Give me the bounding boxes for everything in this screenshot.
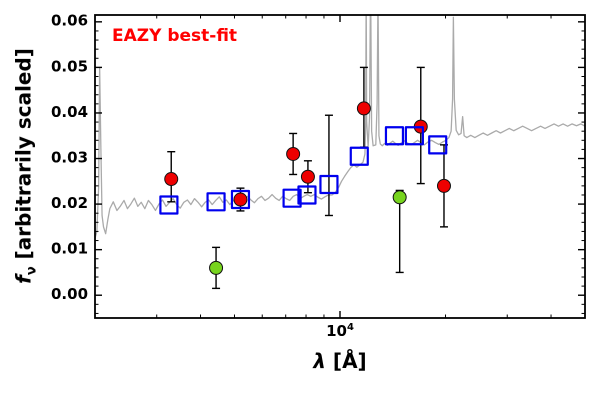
best-fit-label-text: EAZY best-fit bbox=[112, 26, 238, 46]
best-fit-label: EAZY best-fit bbox=[112, 28, 237, 45]
flux-symbol: f bbox=[11, 275, 36, 284]
y-axis-label: fν [arbitrarily scaled] bbox=[11, 48, 40, 284]
xtick-base: 10 bbox=[326, 322, 347, 340]
flux-subscript: ν bbox=[24, 266, 40, 276]
x-axis-tick-label: 104 bbox=[326, 323, 354, 339]
y-axis-unit: [arbitrarily scaled] bbox=[11, 48, 36, 267]
x-axis-label: λ [Å] bbox=[313, 351, 366, 371]
lambda-symbol: λ bbox=[313, 349, 326, 373]
x-axis-unit: [Å] bbox=[325, 349, 367, 373]
xtick-exponent: 4 bbox=[346, 322, 354, 333]
